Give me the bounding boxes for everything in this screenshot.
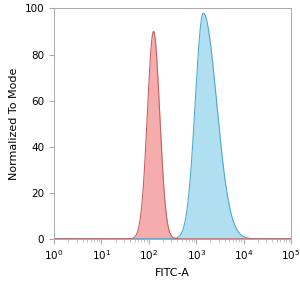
X-axis label: FITC-A: FITC-A (155, 268, 190, 278)
Y-axis label: Normalized To Mode: Normalized To Mode (9, 67, 19, 180)
